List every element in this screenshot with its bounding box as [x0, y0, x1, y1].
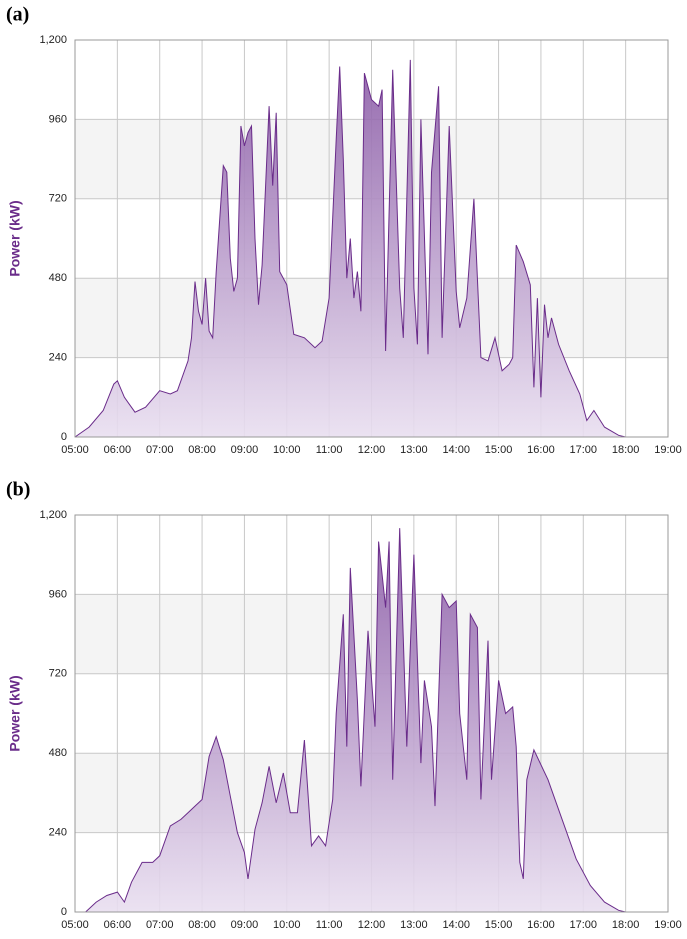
- y-tick-label: 960: [49, 588, 67, 600]
- x-tick-label: 06:00: [104, 919, 132, 931]
- x-tick-label: 15:00: [485, 919, 513, 931]
- x-tick-label: 05:00: [61, 444, 89, 456]
- y-tick-label: 480: [49, 272, 67, 284]
- x-tick-label: 09:00: [231, 444, 259, 456]
- x-tick-label: 14:00: [442, 444, 470, 456]
- x-tick-label: 09:00: [231, 919, 259, 931]
- y-axis-label: Power (kW): [7, 200, 23, 276]
- x-tick-label: 16:00: [527, 444, 555, 456]
- x-tick-label: 08:00: [188, 919, 216, 931]
- line: [85, 528, 626, 913]
- plot-frame: [74, 39, 669, 438]
- area: [75, 59, 626, 438]
- line: [74, 59, 626, 438]
- y-tick-label: 1,200: [39, 34, 67, 46]
- x-tick-label: 10:00: [273, 444, 301, 456]
- x-tick-label: 13:00: [400, 444, 428, 456]
- x-tick-label: 11:00: [316, 919, 343, 931]
- y-tick-label: 0: [61, 906, 67, 918]
- x-tick-label: 05:00: [61, 919, 89, 931]
- y-tick-label: 720: [49, 193, 67, 205]
- x-tick-label: 16:00: [527, 919, 555, 931]
- x-tick-label: 13:00: [400, 919, 428, 931]
- plot-frame: [74, 514, 669, 913]
- y-tick-label: 240: [49, 352, 67, 364]
- x-tick-label: 11:00: [316, 444, 343, 456]
- y-tick-label: 240: [49, 827, 67, 839]
- y-tick-label: 1,200: [39, 509, 67, 521]
- x-tick-label: 17:00: [570, 444, 598, 456]
- x-tick-label: 08:00: [188, 444, 216, 456]
- y-axis-label: Power (kW): [7, 675, 23, 751]
- x-tick-label: 12:00: [358, 919, 386, 931]
- x-tick-label: 15:00: [485, 444, 513, 456]
- x-tick-label: 10:00: [273, 919, 301, 931]
- x-tick-label: 18:00: [612, 444, 640, 456]
- x-tick-label: 18:00: [612, 919, 640, 931]
- y-tick-label: 960: [49, 113, 67, 125]
- y-tick-label: 0: [61, 431, 67, 443]
- x-tick-label: 07:00: [146, 444, 174, 456]
- x-tick-label: 19:00: [654, 444, 682, 456]
- y-tick-label: 480: [49, 747, 67, 759]
- x-tick-label: 06:00: [104, 444, 132, 456]
- y-tick-label: 720: [49, 668, 67, 680]
- x-tick-label: 12:00: [358, 444, 386, 456]
- x-tick-label: 07:00: [146, 919, 174, 931]
- x-tick-label: 14:00: [442, 919, 470, 931]
- x-tick-label: 19:00: [654, 919, 682, 931]
- chart-title: (b): [6, 479, 30, 501]
- x-tick-label: 17:00: [570, 919, 598, 931]
- chart-title: (a): [6, 4, 29, 26]
- area: [85, 528, 626, 912]
